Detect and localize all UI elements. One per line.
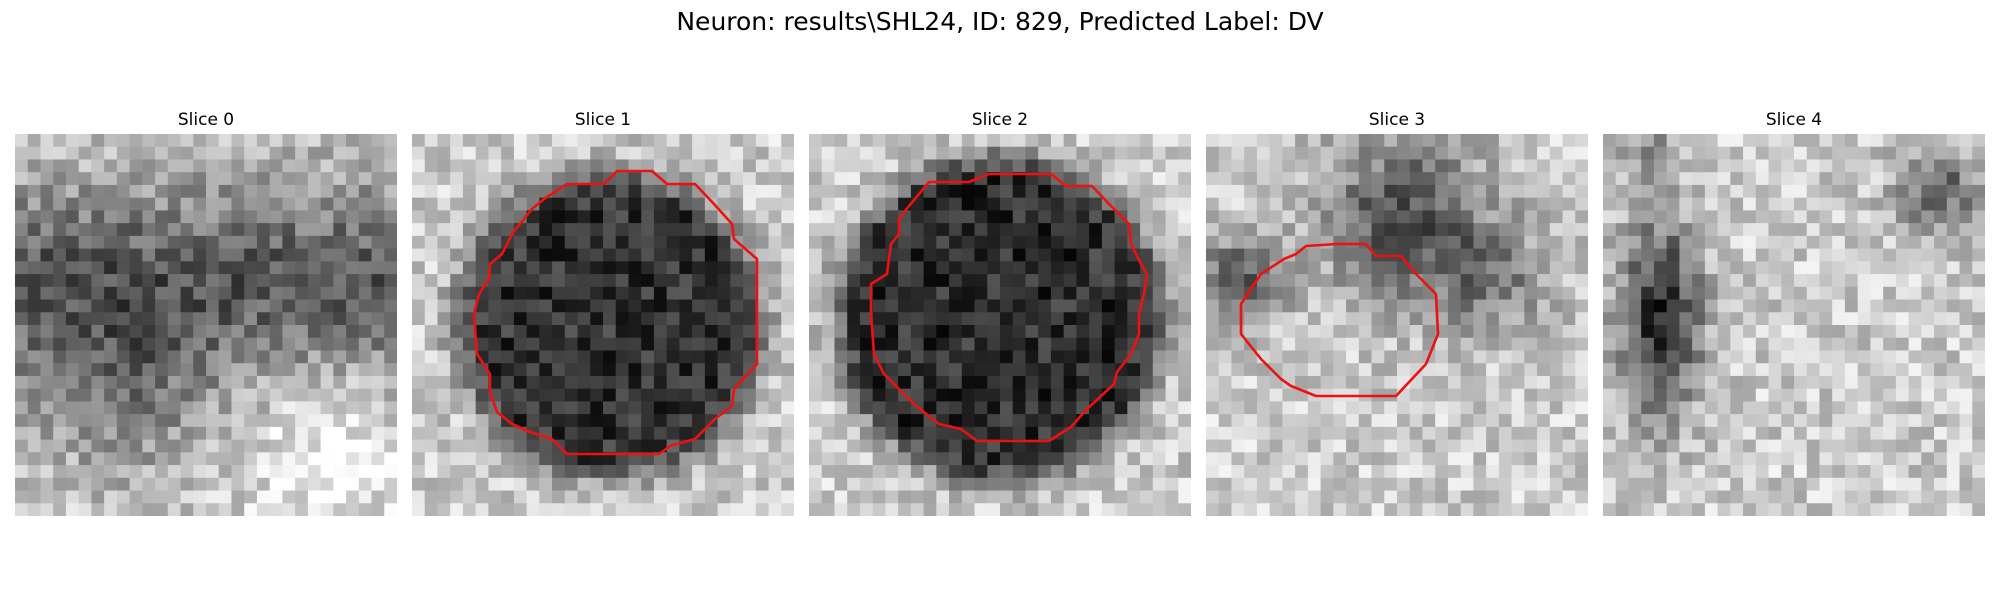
segmentation-contour [869,172,1149,443]
slice-title: Slice 0 [177,110,235,130]
slice-panel-3: Slice 3 [1206,108,1588,516]
slice-panel-0: Slice 0 [15,108,397,516]
segmentation-contour [1239,242,1440,398]
slice-title: Slice 1 [574,110,632,130]
slice-title: Slice 3 [1368,110,1426,130]
slice-title: Slice 4 [1765,110,1823,130]
slice-panel-2: Slice 2 [809,108,1191,516]
slice-image [412,134,794,516]
slice-image [15,134,397,516]
figure-title: Neuron: results\SHL24, ID: 829, Predicte… [676,7,1324,36]
segmentation-contour [472,169,759,456]
slice-title: Slice 2 [971,110,1029,130]
slice-image [809,134,1191,516]
slice-image [1206,134,1588,516]
slice-image [1603,134,1985,516]
slice-panel-4: Slice 4 [1603,108,1985,516]
slice-panel-1: Slice 1 [412,108,794,516]
